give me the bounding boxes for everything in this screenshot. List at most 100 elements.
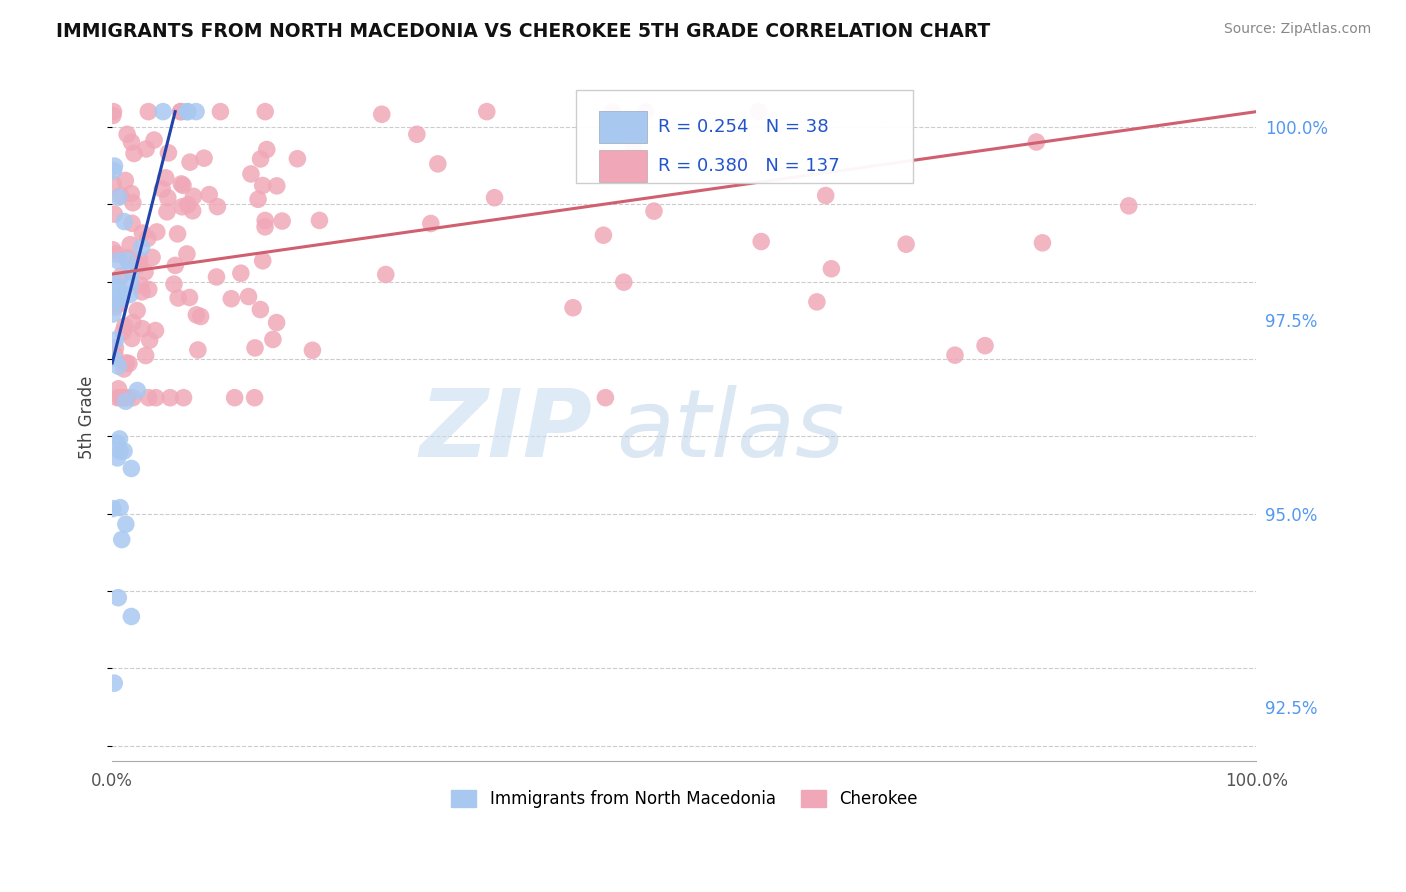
Point [136,231,159,245]
Point [595,391,617,405]
Point [103,351,125,365]
Point [163,277,186,292]
Point [121,195,143,210]
Text: ZIP: ZIP [420,384,593,477]
Point [128,252,150,267]
Point [121,216,143,230]
Point [128,258,150,272]
Point [110,268,132,283]
Point [183,189,205,203]
Point [114,173,136,187]
Point [111,391,134,405]
Point [143,133,166,147]
Point [101,177,124,191]
Point [820,261,842,276]
Point [107,359,129,374]
Point [135,349,157,363]
Point [179,291,201,305]
Point [125,257,148,271]
Point [156,204,179,219]
Point [120,186,142,201]
Point [239,167,262,181]
Point [205,269,228,284]
FancyBboxPatch shape [599,111,647,143]
Point [190,310,212,324]
Point [224,391,246,405]
Point [131,321,153,335]
Point [104,295,127,310]
Point [249,302,271,317]
Text: Source: ZipAtlas.com: Source: ZipAtlas.com [1223,22,1371,37]
Point [105,436,128,450]
Point [115,356,138,370]
Text: R = 0.254   N = 38: R = 0.254 N = 38 [658,118,828,136]
Point [117,391,139,405]
Point [114,394,136,409]
Point [112,214,135,228]
Point [120,461,142,475]
Point [131,241,153,255]
Point [943,348,966,362]
Point [475,104,498,119]
Point [814,188,837,202]
Point [247,192,270,206]
Point [104,341,127,355]
Point [634,104,657,119]
Point [129,278,152,293]
Point [104,333,127,347]
Point [207,200,229,214]
Point [181,203,204,218]
Point [170,104,193,119]
Point [613,275,636,289]
Point [243,341,266,355]
Point [405,128,427,142]
Point [114,517,136,532]
Point [748,104,770,119]
Point [111,391,134,405]
Point [170,200,193,214]
Point [177,198,200,212]
Point [209,104,232,119]
Point [108,432,131,446]
Point [146,225,169,239]
Point [103,676,125,690]
Point [118,287,141,301]
Point [271,214,294,228]
Point [602,104,624,119]
Point [243,391,266,405]
Point [112,391,135,405]
Point [127,384,149,398]
Point [103,104,125,119]
FancyBboxPatch shape [599,151,647,182]
Point [121,331,143,345]
Point [229,266,252,280]
Point [108,500,131,515]
Point [138,333,160,347]
Point [131,285,153,299]
Point [238,289,260,303]
Point [108,286,131,301]
Text: R = 0.380   N = 137: R = 0.380 N = 137 [658,157,839,176]
Point [1031,235,1053,250]
Point [193,151,215,165]
Point [122,391,145,405]
Point [156,191,179,205]
FancyBboxPatch shape [575,90,912,183]
Point [103,274,125,288]
Point [252,253,274,268]
Point [167,291,190,305]
Point [1118,199,1140,213]
Point [426,157,449,171]
Point [120,265,142,279]
Point [176,104,198,119]
Point [107,591,129,605]
Point [111,533,134,547]
Point [141,251,163,265]
Point [145,391,167,405]
Point [159,391,181,405]
Point [138,282,160,296]
Point [287,152,309,166]
Point [107,280,129,294]
Point [145,324,167,338]
Point [101,243,124,257]
